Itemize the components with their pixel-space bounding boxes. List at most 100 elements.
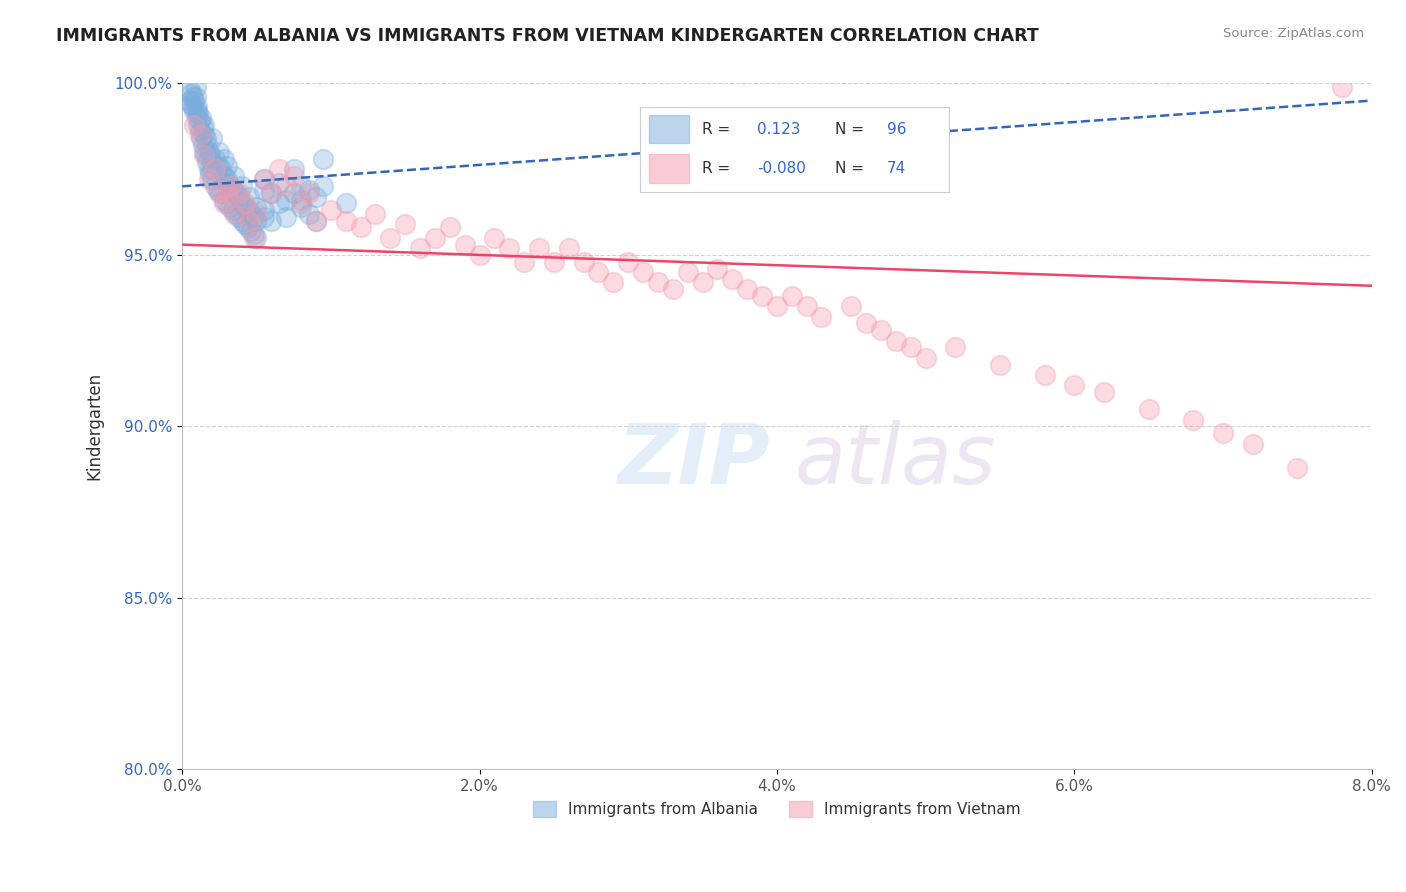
Legend: Immigrants from Albania, Immigrants from Vietnam: Immigrants from Albania, Immigrants from…	[527, 795, 1026, 823]
Point	[218, 179, 240, 194]
Point	[212, 193, 235, 207]
Point	[498, 241, 520, 255]
Point	[312, 179, 335, 194]
Point	[602, 276, 624, 290]
Point	[305, 213, 328, 227]
Point	[197, 155, 219, 169]
Point	[735, 282, 758, 296]
Point	[572, 254, 595, 268]
Point	[810, 310, 832, 324]
Point	[193, 145, 215, 159]
Point	[228, 210, 250, 224]
Point	[221, 183, 243, 197]
Text: N =: N =	[835, 121, 863, 136]
Point	[231, 179, 253, 194]
Point	[290, 193, 312, 207]
Point	[780, 289, 803, 303]
Point	[290, 196, 312, 211]
Point	[215, 172, 238, 186]
Point	[1063, 378, 1085, 392]
Text: 74: 74	[887, 161, 907, 177]
Point	[721, 272, 744, 286]
Point	[231, 196, 253, 211]
Point	[1212, 426, 1234, 441]
Point	[290, 179, 312, 194]
Point	[839, 299, 862, 313]
Point	[197, 138, 219, 153]
Point	[183, 94, 205, 108]
Point	[233, 196, 256, 211]
Point	[188, 124, 211, 138]
Point	[900, 341, 922, 355]
Point	[212, 152, 235, 166]
Point	[224, 169, 246, 183]
Point	[231, 213, 253, 227]
Point	[706, 261, 728, 276]
Point	[1286, 460, 1309, 475]
Point	[204, 162, 226, 177]
Point	[1330, 79, 1353, 94]
Point	[409, 241, 432, 255]
Point	[364, 207, 387, 221]
Point	[218, 179, 240, 194]
Point	[188, 114, 211, 128]
Text: R =: R =	[702, 161, 730, 177]
Point	[191, 121, 214, 136]
Point	[215, 186, 238, 201]
Point	[238, 189, 260, 203]
Text: ZIP: ZIP	[617, 420, 770, 501]
Point	[513, 254, 536, 268]
Point	[200, 148, 222, 162]
Bar	[650, 115, 689, 144]
Point	[276, 179, 298, 194]
Text: 96: 96	[887, 121, 907, 136]
Point	[855, 317, 877, 331]
Point	[245, 200, 267, 214]
Point	[914, 351, 936, 365]
Point	[253, 172, 276, 186]
Point	[201, 155, 224, 169]
Point	[1137, 402, 1160, 417]
Point	[180, 87, 202, 101]
Point	[204, 179, 226, 194]
Point	[276, 210, 298, 224]
Point	[423, 231, 446, 245]
Point	[1092, 385, 1115, 400]
Point	[207, 159, 229, 173]
Point	[588, 265, 610, 279]
Point	[796, 299, 818, 313]
Text: IMMIGRANTS FROM ALBANIA VS IMMIGRANTS FROM VIETNAM KINDERGARTEN CORRELATION CHAR: IMMIGRANTS FROM ALBANIA VS IMMIGRANTS FR…	[56, 27, 1039, 45]
Point	[186, 100, 208, 114]
Point	[198, 172, 221, 186]
Point	[181, 100, 204, 114]
Point	[253, 183, 276, 197]
Point	[283, 169, 305, 183]
Point	[751, 289, 773, 303]
Point	[190, 131, 212, 145]
Point	[179, 83, 201, 97]
Point	[218, 200, 240, 214]
Point	[200, 166, 222, 180]
Text: Source: ZipAtlas.com: Source: ZipAtlas.com	[1223, 27, 1364, 40]
Point	[179, 94, 201, 108]
Point	[260, 186, 283, 201]
Point	[236, 220, 259, 235]
Point	[245, 213, 267, 227]
Point	[239, 224, 262, 238]
Point	[662, 282, 685, 296]
Point	[297, 207, 319, 221]
Point	[180, 97, 202, 112]
Point	[198, 162, 221, 177]
Point	[208, 186, 231, 201]
Point	[527, 241, 550, 255]
Point	[283, 186, 305, 201]
Point	[647, 276, 669, 290]
Point	[439, 220, 461, 235]
Point	[207, 183, 229, 197]
Point	[253, 172, 276, 186]
Point	[190, 111, 212, 125]
Point	[253, 210, 276, 224]
Point	[194, 148, 217, 162]
Point	[186, 103, 208, 118]
Point	[224, 207, 246, 221]
